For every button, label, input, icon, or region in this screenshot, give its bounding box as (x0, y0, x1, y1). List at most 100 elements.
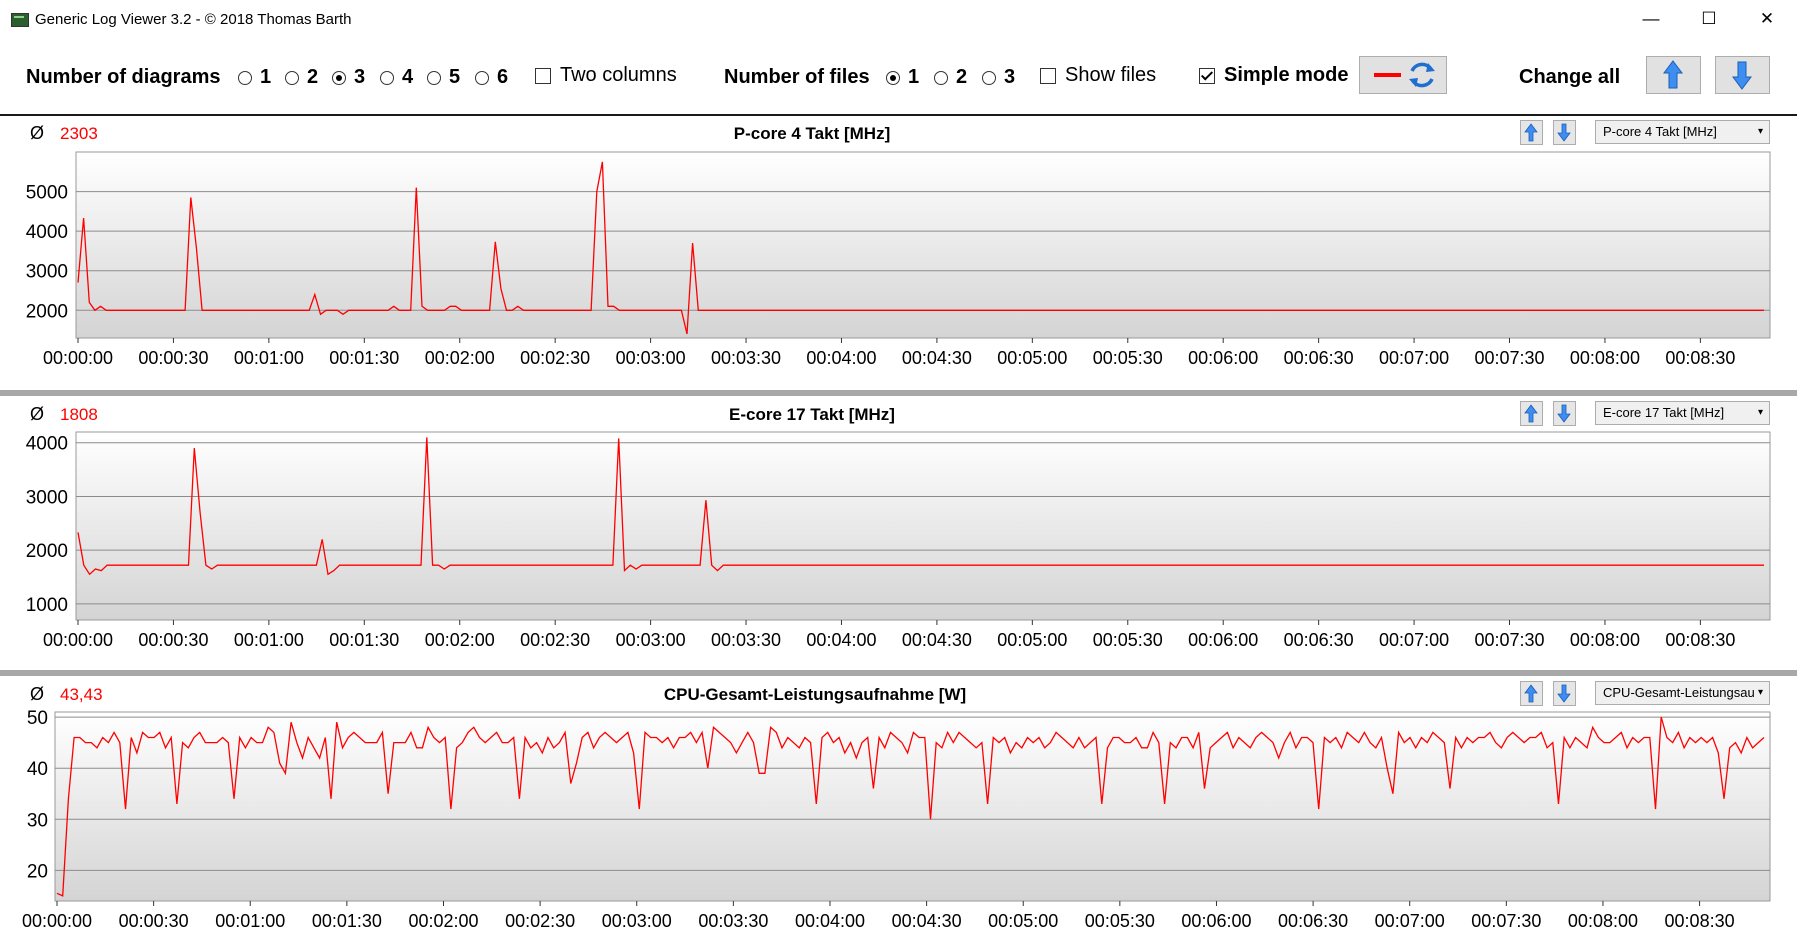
y-tick-label: 4000 (26, 434, 68, 455)
chevron-down-icon: ▾ (1757, 126, 1763, 137)
radio-dot[interactable] (238, 70, 252, 85)
radio-label: 3 (354, 66, 366, 88)
y-tick-label: 4000 (26, 222, 68, 243)
arrow-up-icon (1524, 404, 1538, 423)
power-move-down-button[interactable] (1553, 681, 1576, 706)
y-tick-label: 50 (27, 708, 48, 729)
x-tick-label: 00:06:30 (1284, 348, 1354, 368)
radio-dot[interactable] (475, 70, 489, 85)
diagrams-radio-5[interactable]: 5 (427, 66, 460, 89)
checkbox-box[interactable] (535, 67, 551, 84)
x-tick-label: 00:05:00 (988, 911, 1058, 931)
title-bar: Generic Log Viewer 3.2 - © 2018 Thomas B… (0, 0, 1797, 38)
pcore-move-up-button[interactable] (1520, 120, 1543, 145)
x-tick-label: 00:00:00 (22, 911, 92, 931)
ecore-series-dropdown[interactable]: E-core 17 Takt [MHz] ▾ (1595, 401, 1770, 425)
dropdown-value: P-core 4 Takt [MHz] (1603, 124, 1717, 139)
x-tick-label: 00:01:00 (215, 911, 285, 931)
x-tick-label: 00:01:30 (329, 348, 399, 368)
power-panel-header: Ø 43,43 CPU-Gesamt-Leistungsaufnahme [W] CP… (0, 677, 1797, 707)
change-all-up-button[interactable] (1646, 56, 1701, 94)
chevron-down-icon: ▾ (1757, 407, 1763, 418)
chevron-down-icon: ▾ (1757, 687, 1763, 698)
show-files-checkbox[interactable]: Show files (1040, 64, 1156, 87)
y-tick-label: 1000 (26, 595, 68, 616)
power-move-up-button[interactable] (1520, 681, 1543, 706)
two-columns-label: Two columns (560, 64, 677, 86)
radio-label: 6 (497, 66, 509, 88)
change-all-label: Change all (1519, 66, 1621, 88)
x-tick-label: 00:02:00 (425, 348, 495, 368)
diagrams-radio-6[interactable]: 6 (475, 66, 508, 89)
ecore-move-up-button[interactable] (1520, 401, 1543, 426)
line-color-refresh-button[interactable] (1359, 56, 1447, 94)
x-tick-label: 00:00:30 (138, 630, 208, 650)
two-columns-checkbox[interactable]: Two columns (535, 64, 677, 87)
radio-dot[interactable] (886, 70, 900, 85)
plot-area (75, 151, 1771, 339)
arrow-down-icon (1732, 61, 1752, 90)
show-files-label: Show files (1065, 64, 1157, 86)
x-tick-label: 00:04:30 (902, 348, 972, 368)
radio-dot[interactable] (427, 70, 441, 85)
files-radio-3[interactable]: 3 (982, 66, 1015, 89)
number-of-files-label: Number of files (724, 66, 870, 88)
x-tick-label: 00:08:00 (1570, 630, 1640, 650)
maximize-button[interactable]: ☐ (1701, 9, 1717, 28)
ecore-move-down-button[interactable] (1553, 401, 1576, 426)
x-tick-label: 00:00:30 (119, 911, 189, 931)
panel-splitter[interactable] (0, 670, 1797, 676)
files-radio-2[interactable]: 2 (934, 66, 967, 89)
checkbox-box[interactable] (1040, 67, 1056, 84)
arrow-down-icon (1557, 123, 1571, 142)
checkbox-box[interactable] (1199, 67, 1215, 84)
x-tick-label: 00:06:00 (1188, 630, 1258, 650)
refresh-icon (1409, 62, 1435, 88)
x-tick-label: 00:03:30 (711, 630, 781, 650)
x-tick-label: 00:03:00 (616, 630, 686, 650)
close-button[interactable]: ✕ (1759, 9, 1775, 28)
x-tick-label: 00:02:30 (520, 630, 590, 650)
radio-dot[interactable] (285, 70, 299, 85)
x-tick-label: 00:01:00 (234, 348, 304, 368)
pcore-series-dropdown[interactable]: P-core 4 Takt [MHz] ▾ (1595, 120, 1770, 144)
x-tick-label: 00:05:30 (1093, 630, 1163, 650)
minimize-button[interactable]: — (1642, 9, 1660, 28)
radio-dot[interactable] (934, 70, 948, 85)
pcore-panel-header: Ø 2303 P-core 4 Takt [MHz] P-core 4 Takt [M… (0, 116, 1797, 146)
radio-dot[interactable] (380, 70, 394, 85)
arrow-down-icon (1557, 684, 1571, 703)
radio-dot[interactable] (982, 70, 996, 85)
ecore-chart-title: E-core 17 Takt [MHz] (729, 405, 895, 424)
radio-label: 2 (307, 66, 319, 88)
window-title: Generic Log Viewer 3.2 - © 2018 Thomas B… (35, 11, 352, 28)
change-all-down-button[interactable] (1715, 56, 1770, 94)
x-tick-label: 00:02:30 (520, 348, 590, 368)
panel-splitter[interactable] (0, 390, 1797, 396)
x-tick-label: 00:05:00 (997, 348, 1067, 368)
x-tick-label: 00:01:00 (234, 630, 304, 650)
x-tick-label: 00:00:30 (138, 348, 208, 368)
diagrams-radio-4[interactable]: 4 (380, 66, 413, 89)
diagrams-radio-2[interactable]: 2 (285, 66, 318, 89)
x-tick-label: 00:02:00 (408, 911, 478, 931)
pcore-chart: 2000 3000 4000 5000 00:00:00 00:00:30 00:01:00… (26, 151, 1771, 368)
x-tick-label: 00:02:00 (425, 630, 495, 650)
y-tick-label: 20 (27, 861, 48, 882)
x-tick-label: 00:07:30 (1474, 630, 1544, 650)
x-tick-label: 00:07:00 (1379, 630, 1449, 650)
x-tick-label: 00:00:00 (43, 630, 113, 650)
y-tick-label: 2000 (26, 541, 68, 562)
plot-area (54, 711, 1771, 902)
x-tick-label: 00:05:30 (1093, 348, 1163, 368)
diagrams-radio-1[interactable]: 1 (238, 66, 271, 89)
simple-mode-checkbox[interactable]: Simple mode (1199, 64, 1348, 87)
pcore-move-down-button[interactable] (1553, 120, 1576, 145)
files-radio-1[interactable]: 1 (886, 66, 919, 89)
x-tick-label: 00:00:00 (43, 348, 113, 368)
diagrams-radio-3[interactable]: 3 (332, 66, 365, 89)
radio-dot[interactable] (332, 70, 346, 85)
y-tick-label: 2000 (26, 301, 68, 322)
ecore-chart: 1000 2000 3000 4000 00:00:00 00:00:30 00:01:00… (26, 431, 1771, 650)
power-series-dropdown[interactable]: CPU-Gesamt-Leistungsau ▾ (1595, 681, 1770, 705)
